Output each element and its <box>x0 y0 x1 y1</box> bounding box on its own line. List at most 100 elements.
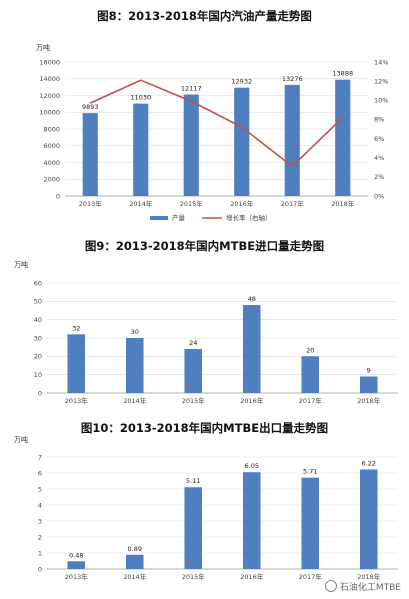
y-axis-unit-label: 万吨 <box>36 43 50 52</box>
bar <box>301 477 320 569</box>
data-label: 32 <box>72 324 80 332</box>
x-tick-label: 2014年 <box>123 572 147 581</box>
y-tick-label: 6000 <box>43 142 60 150</box>
y-tick-label: 4 <box>38 501 42 509</box>
bar <box>67 561 86 569</box>
y-tick-label: 0 <box>56 192 60 200</box>
y-tick-label: 7 <box>38 453 42 461</box>
bar <box>125 554 144 569</box>
y-tick-label: 16000 <box>39 58 60 66</box>
y-tick-label: 4000 <box>43 159 60 167</box>
x-tick-label: 2017年 <box>281 199 305 208</box>
data-label: 20 <box>306 346 314 354</box>
bar <box>67 334 86 393</box>
x-tick-label: 2017年 <box>299 572 323 581</box>
gasoline-output-chart-panel: 图8：2013-2018年国内汽油产量走势图 万吨 0 2000 4000 6000 80… <box>0 0 409 222</box>
y-tick-label: 8000 <box>43 125 60 133</box>
x-tick-label: 2017年 <box>299 396 323 405</box>
y-tick-label: 6 <box>38 469 42 477</box>
x-tick-label: 2013年 <box>65 396 89 405</box>
watermark-text: 石油化工MTBE <box>339 583 401 593</box>
y-tick-label: 30 <box>34 334 42 342</box>
bar <box>242 472 261 569</box>
mtbe-import-chart: 万吨 0 10 20 30 40 50 60 32 2013年 30 2014年 24 2015年 48 20… <box>14 260 398 405</box>
legend-label-growth: 增长率（右轴） <box>226 213 272 222</box>
data-label: 11030 <box>130 94 151 102</box>
chart-title: 图9：2013-2018年国内MTBE进口量走势图 <box>84 239 325 253</box>
bar <box>359 469 378 569</box>
x-tick-label: 2013年 <box>79 199 103 208</box>
data-label: 30 <box>131 328 139 336</box>
y-tick-label: 60 <box>34 279 42 287</box>
x-tick-label: 2014年 <box>129 199 153 208</box>
y-axis-unit-label: 万吨 <box>14 435 28 444</box>
bar <box>133 103 149 196</box>
y-tick-label: 40 <box>34 316 42 324</box>
legend-label-output: 产量 <box>172 213 186 222</box>
data-label: 0.48 <box>69 551 83 559</box>
bar <box>184 349 203 393</box>
data-label: 6.05 <box>245 462 259 470</box>
chart-title: 图10：2013-2018年国内MTBE出口量走势图 <box>80 421 329 435</box>
y-tick-label: 0 <box>38 565 42 573</box>
mtbe-export-chart: 万吨 0 1 2 3 4 5 6 7 0.48 2013年 0.89 2014年 5.11 2015年 6.0… <box>14 435 398 581</box>
data-label: 0.89 <box>128 545 142 553</box>
x-tick-label: 2015年 <box>182 396 206 405</box>
y-tick-label: 10000 <box>39 109 60 117</box>
data-label: 13888 <box>332 70 353 78</box>
bar <box>183 94 199 196</box>
y2-tick-label: 8% <box>374 116 384 124</box>
growth-rate-line <box>89 79 344 168</box>
data-label: 48 <box>248 295 256 303</box>
bar <box>82 113 98 196</box>
gasoline-output-chart: 万吨 0 2000 4000 6000 8000 10000 12000 14000 16000 9… <box>36 43 388 222</box>
data-label: 13276 <box>282 75 303 83</box>
bar <box>301 356 320 393</box>
x-tick-label: 2018年 <box>357 396 381 405</box>
x-tick-label: 2015年 <box>180 199 204 208</box>
chart-title: 图8：2013-2018年国内汽油产量走势图 <box>97 9 312 23</box>
y2-tick-label: 10% <box>374 97 388 105</box>
data-label: 12932 <box>231 78 252 86</box>
x-tick-label: 2013年 <box>65 572 89 581</box>
bar <box>335 79 351 196</box>
x-tick-label: 2018年 <box>331 199 355 208</box>
y-tick-label: 3 <box>38 517 42 525</box>
y-tick-label: 12000 <box>39 92 60 100</box>
watermark: 石油化工MTBE <box>324 580 401 593</box>
data-label: 12117 <box>181 85 202 93</box>
y2-tick-label: 12% <box>374 77 388 85</box>
legend-swatch-output <box>150 216 168 220</box>
y2-tick-label: 6% <box>374 135 384 143</box>
mtbe-export-chart-panel: 图10：2013-2018年国内MTBE出口量走势图 万吨 0 1 2 3 4 5 6 7 0.4… <box>0 418 409 599</box>
mtbe-import-chart-panel: 图9：2013-2018年国内MTBE进口量走势图 万吨 0 10 20 30 40 50 6… <box>0 232 409 410</box>
y2-tick-label: 4% <box>374 154 384 162</box>
y2-tick-label: 2% <box>374 173 384 181</box>
data-label: 9 <box>367 367 371 375</box>
x-tick-label: 2016年 <box>230 199 254 208</box>
x-tick-label: 2018年 <box>357 572 381 581</box>
data-label: 5.11 <box>186 477 200 485</box>
bar <box>359 376 378 393</box>
data-label: 6.22 <box>362 459 376 467</box>
y-tick-label: 2 <box>38 533 42 541</box>
bar <box>184 487 203 569</box>
data-label: 5.71 <box>303 468 317 476</box>
y-tick-label: 0 <box>38 389 42 397</box>
y2-tick-label: 14% <box>374 58 388 66</box>
y-tick-label: 50 <box>34 298 42 306</box>
data-label: 24 <box>189 339 197 347</box>
x-tick-label: 2016年 <box>240 396 264 405</box>
data-label: 9893 <box>82 103 99 111</box>
x-tick-label: 2015年 <box>182 572 206 581</box>
y-tick-label: 14000 <box>39 75 60 83</box>
y-tick-label: 20 <box>34 353 42 361</box>
bar <box>242 305 261 393</box>
x-tick-label: 2014年 <box>123 396 147 405</box>
bar <box>284 84 300 196</box>
y-tick-label: 5 <box>38 485 42 493</box>
y-tick-label: 2000 <box>43 176 60 184</box>
y-tick-label: 10 <box>34 371 42 379</box>
y-tick-label: 1 <box>38 549 42 557</box>
y2-tick-label: 0% <box>374 192 384 200</box>
